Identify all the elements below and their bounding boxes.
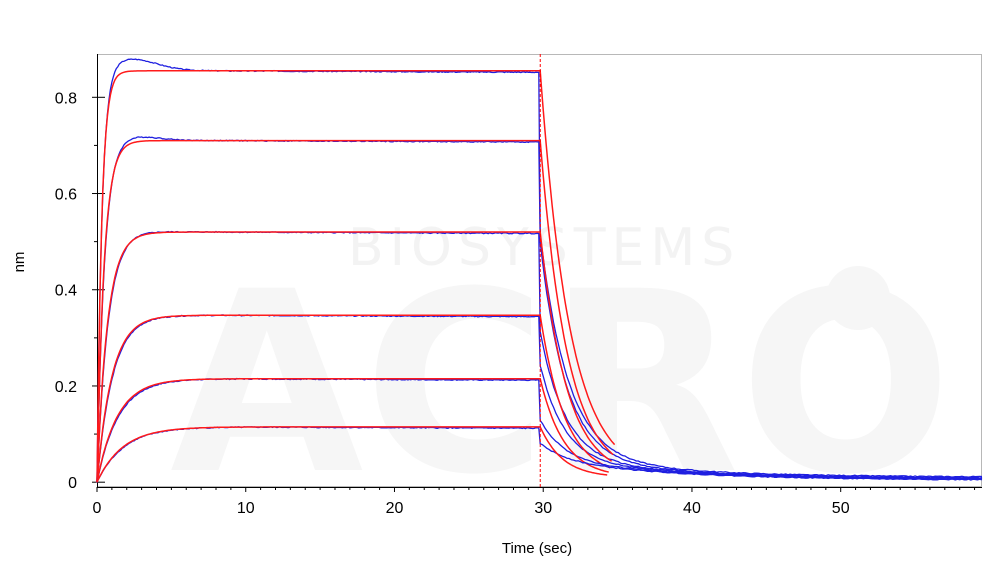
- fit-curve-1: [96, 70, 616, 483]
- x-axis-title: Time (sec): [502, 540, 572, 557]
- watermark-dot: [826, 266, 890, 330]
- x-tick-label: 30: [534, 500, 552, 517]
- fit-curve-4: [96, 314, 611, 483]
- series-layer: [96, 54, 983, 487]
- watermark-logo: ACRO: [170, 238, 952, 529]
- x-tick-label: 50: [832, 500, 850, 517]
- y-axis-title: nm: [11, 252, 28, 273]
- y-tick-label: 0: [68, 475, 77, 492]
- fit-curve-3: [96, 231, 613, 483]
- y-tick-label: 0.6: [55, 187, 77, 204]
- y-tick-label: 0.4: [55, 283, 77, 300]
- fit-curve-5: [96, 378, 609, 483]
- x-tick-label: 0: [93, 500, 102, 517]
- x-tick-label: 20: [386, 500, 404, 517]
- y-tick-label: 0.8: [55, 90, 77, 107]
- y-tick-label: 0.2: [55, 379, 77, 396]
- fit-curve-6: [96, 426, 608, 483]
- x-tick-label: 40: [683, 500, 701, 517]
- ticks: 0 10 20 30 40 50 0 0.2 0.4 0.6 0.8: [55, 90, 976, 517]
- fit-curve-2: [96, 139, 614, 483]
- x-tick-label: 10: [237, 500, 255, 517]
- watermark: ACRO BIOSYSTEMS: [170, 218, 952, 529]
